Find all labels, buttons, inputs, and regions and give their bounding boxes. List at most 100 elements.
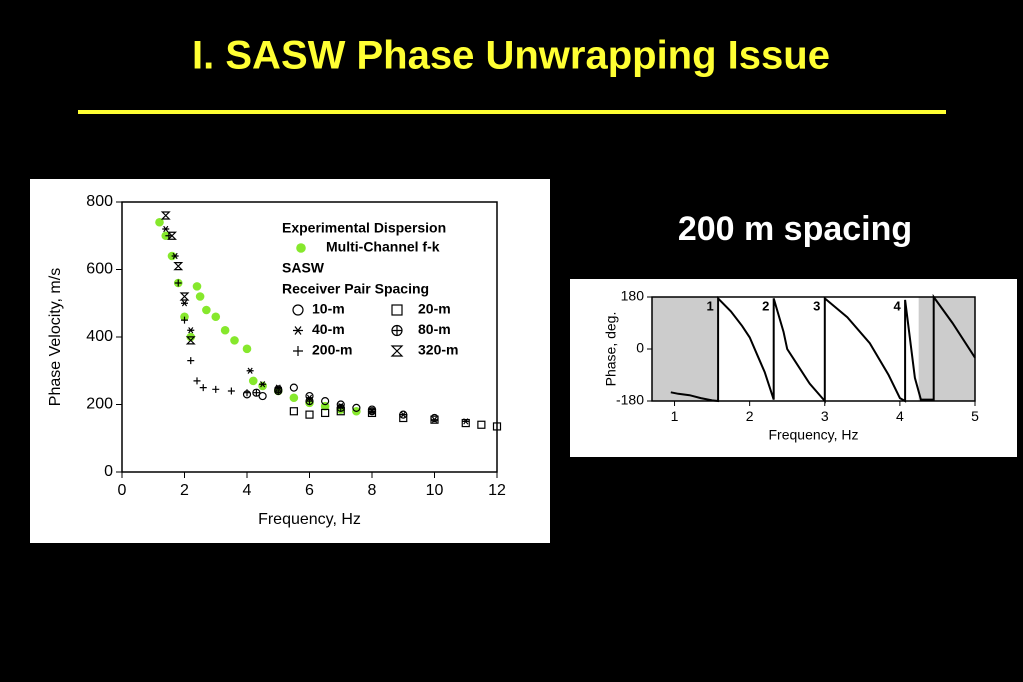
- marker: [289, 407, 298, 416]
- x-tick-label: 2: [746, 408, 754, 424]
- marker: [367, 407, 377, 416]
- x-tick-label: 5: [971, 408, 979, 424]
- legend-label: 40-m: [312, 321, 345, 337]
- marker: [462, 418, 470, 425]
- y-tick-label: -180: [616, 392, 644, 408]
- y-axis-label: Phase Velocity, m/s: [47, 268, 64, 406]
- y-tick-label: 800: [86, 193, 113, 210]
- y-tick-label: 0: [104, 463, 113, 480]
- marker: [336, 403, 345, 412]
- shaded-region: [652, 297, 718, 401]
- x-axis-label: Frequency, Hz: [769, 427, 859, 443]
- marker: [305, 397, 314, 406]
- legend-label: Multi-Channel f-k: [326, 239, 440, 255]
- marker: [391, 304, 403, 316]
- marker: [230, 336, 239, 345]
- marker: [187, 357, 195, 365]
- y-tick-label: 200: [86, 396, 113, 413]
- marker: [187, 327, 195, 334]
- legend-label: 320-m: [418, 342, 458, 358]
- x-tick-label: 4: [896, 408, 904, 424]
- marker: [185, 336, 196, 345]
- annotation: 4: [894, 298, 902, 313]
- x-tick-label: 3: [821, 408, 829, 424]
- marker: [321, 408, 330, 418]
- marker: [477, 420, 486, 429]
- marker: [390, 345, 404, 357]
- legend-heading: SASW: [282, 260, 325, 276]
- marker: [155, 217, 164, 227]
- legend-title: Experimental Dispersion: [282, 220, 446, 236]
- chart-panel: [30, 179, 550, 543]
- marker: [305, 410, 314, 419]
- marker: [246, 367, 254, 374]
- marker: [252, 388, 261, 397]
- marker: [243, 389, 251, 397]
- marker: [321, 397, 330, 406]
- x-axis-label: Frequency, Hz: [258, 511, 361, 528]
- marker: [227, 387, 235, 395]
- x-tick-label: 6: [305, 482, 314, 499]
- legend-label: 20-m: [418, 301, 451, 317]
- y-tick-label: 600: [86, 261, 113, 278]
- marker: [258, 391, 267, 401]
- marker: [399, 411, 407, 418]
- phase-line: [670, 293, 976, 404]
- marker: [293, 346, 303, 356]
- marker: [192, 282, 202, 291]
- marker: [258, 381, 267, 391]
- marker: [259, 381, 267, 388]
- marker: [173, 262, 184, 271]
- marker: [391, 324, 403, 337]
- annotation: 3: [813, 298, 820, 313]
- subtitle: 200 m spacing: [678, 210, 912, 248]
- y-axis-label: Phase, deg.: [603, 312, 619, 387]
- plot-frame: [121, 201, 498, 473]
- marker: [181, 300, 188, 307]
- legend-heading: Receiver Pair Spacing: [282, 281, 429, 297]
- marker: [195, 292, 205, 301]
- marker: [193, 377, 201, 385]
- marker: [248, 376, 258, 386]
- x-tick-label: 2: [180, 482, 189, 499]
- annotation: 1: [706, 298, 713, 313]
- marker: [242, 344, 252, 354]
- x-tick-label: 1: [671, 408, 679, 424]
- legend-label: 200-m: [312, 342, 352, 358]
- x-tick-label: 10: [426, 482, 444, 499]
- marker: [174, 279, 182, 287]
- plot-frame: [651, 296, 976, 402]
- x-tick-label: 0: [118, 482, 127, 499]
- slide-title: I. SASW Phase Unwrapping Issue: [192, 34, 830, 78]
- x-tick-label: 8: [368, 482, 377, 499]
- marker: [274, 386, 283, 396]
- marker: [167, 231, 177, 240]
- marker: [160, 211, 171, 220]
- y-tick-label: 0: [636, 340, 644, 356]
- marker: [431, 416, 438, 423]
- marker: [289, 393, 299, 403]
- marker: [292, 304, 304, 316]
- marker: [199, 384, 207, 392]
- marker: [293, 326, 303, 335]
- marker: [179, 292, 190, 301]
- y-tick-label: 400: [86, 328, 113, 345]
- marker: [171, 252, 179, 260]
- marker: [461, 418, 470, 428]
- x-tick-label: 4: [243, 482, 252, 499]
- x-tick-label: 12: [488, 482, 506, 499]
- marker: [162, 225, 170, 233]
- legend-label: 80-m: [418, 321, 451, 337]
- annotation: 2: [762, 298, 769, 313]
- marker: [211, 312, 221, 322]
- marker: [181, 316, 188, 324]
- marker: [352, 403, 361, 412]
- legend-label: 10-m: [312, 301, 345, 317]
- marker: [220, 325, 230, 335]
- y-tick-label: 180: [621, 288, 645, 304]
- marker: [296, 243, 306, 253]
- marker: [212, 385, 220, 393]
- marker: [289, 383, 298, 392]
- shaded-region: [918, 297, 975, 401]
